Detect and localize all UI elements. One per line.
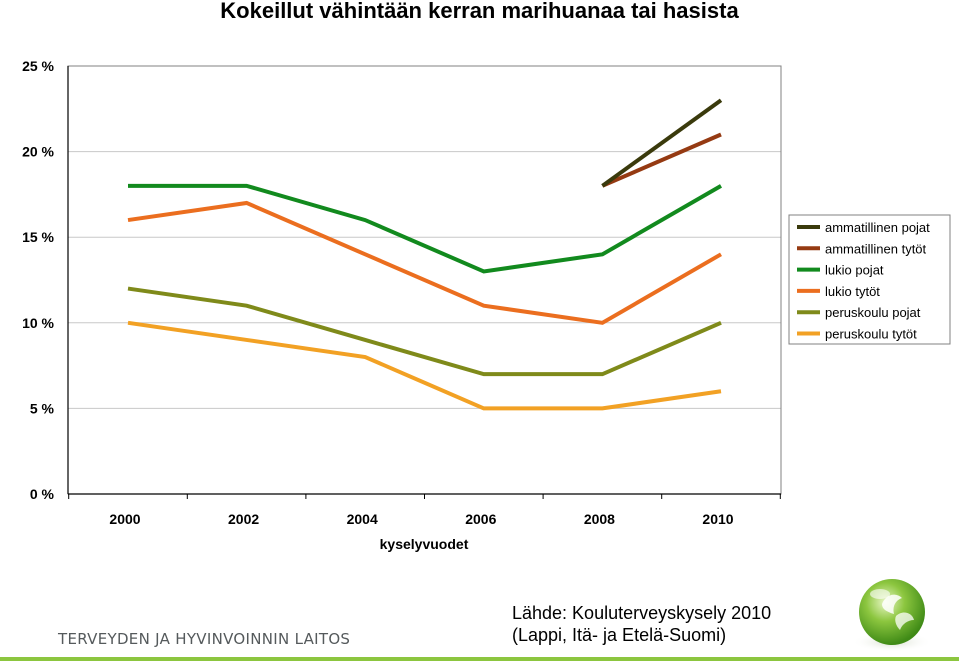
x-tick-label: 2006 — [465, 511, 496, 527]
legend-label: ammatillinen pojat — [825, 220, 930, 235]
series-line-lukio-pojat — [128, 183, 723, 274]
axes — [67, 65, 782, 499]
y-tick-label: 25 % — [22, 58, 54, 74]
footer-accent-line — [0, 657, 959, 661]
source-note: Lähde: Kouluterveyskysely 2010 (Lappi, I… — [512, 602, 771, 646]
y-tick-label: 0 % — [30, 486, 55, 502]
legend-label: ammatillinen tytöt — [825, 241, 927, 256]
green-globe-logo-icon — [852, 579, 932, 652]
organization-name: TERVEYDEN JA HYVINVOINNIN LAITOS — [58, 630, 351, 648]
legend-label: lukio pojat — [825, 263, 884, 278]
line-chart: 0 % 5 % 10 % 15 % 20 % 25 % 2000 2002 2004 2006 20… — [22, 58, 951, 552]
series-lines — [127, 98, 723, 411]
series-line-peruskoulu-tytöt — [127, 320, 722, 411]
source-line-1: Lähde: Kouluterveyskysely 2010 — [512, 603, 772, 623]
legend: ammatillinen pojat ammatillinen tytöt luki… — [788, 214, 951, 345]
y-tick-label: 5 % — [30, 400, 55, 416]
legend-label: peruskoulu pojat — [825, 305, 921, 320]
x-tick-label: 2002 — [228, 511, 259, 527]
series-line-ammatillinen-tytöt — [601, 132, 722, 188]
x-tick-label: 2010 — [702, 511, 733, 527]
y-tick-label: 10 % — [22, 315, 54, 331]
x-tick-label: 2004 — [347, 511, 378, 527]
y-tick-label: 15 % — [22, 229, 54, 245]
legend-label: lukio tytöt — [825, 284, 880, 299]
series-line-lukio-tytöt — [127, 200, 723, 325]
x-tick-label: 2000 — [109, 511, 140, 527]
y-tick-label: 20 % — [22, 144, 54, 160]
tick-labels: 0 % 5 % 10 % 15 % 20 % 25 % 2000 2002 2004 2006 20… — [22, 58, 734, 527]
legend-label: peruskoulu tytöt — [825, 327, 917, 342]
legend-box — [788, 214, 951, 345]
source-line-2: (Lappi, Itä- ja Etelä-Suomi) — [512, 625, 727, 645]
x-tick-label: 2008 — [584, 511, 615, 527]
x-axis-title: kyselyvuodet — [380, 536, 469, 552]
chart-title: Kokeillut vähintään kerran marihuanaa ta… — [220, 0, 739, 23]
series-line-ammatillinen-pojat — [601, 98, 723, 188]
series-line-peruskoulu-pojat — [127, 286, 722, 377]
